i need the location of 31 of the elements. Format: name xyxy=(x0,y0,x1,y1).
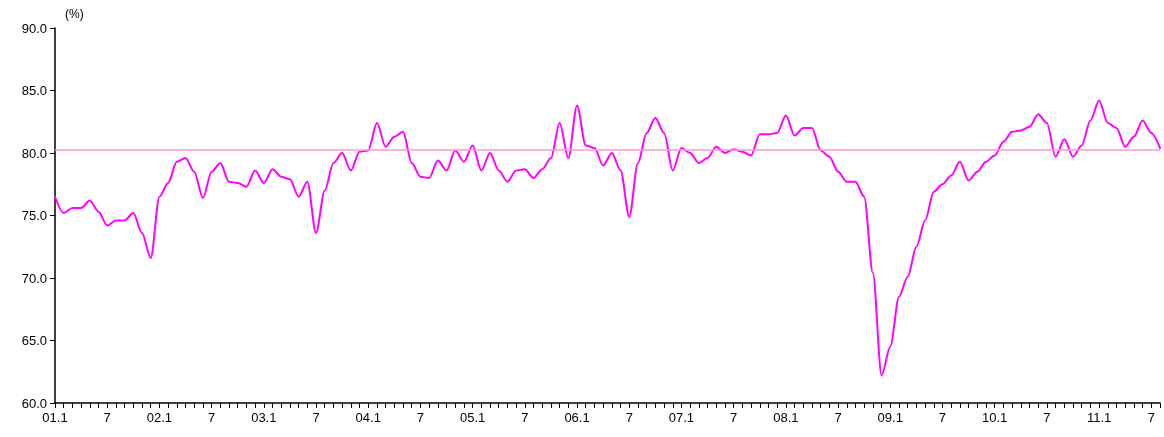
x-tick-label: 7 xyxy=(1043,410,1051,425)
x-tick-label: 09.1 xyxy=(877,410,903,425)
x-tick-label: 7 xyxy=(521,410,529,425)
y-tick-label: 80.0 xyxy=(21,145,47,161)
x-tick-label: 03.1 xyxy=(251,410,277,425)
x-tick-label: 04.1 xyxy=(355,410,381,425)
y-tick-label: 60.0 xyxy=(21,395,47,411)
x-tick-label: 7 xyxy=(625,410,633,425)
y-tick-label: 70.0 xyxy=(21,270,47,286)
x-tick-label: 11.1 xyxy=(1086,410,1112,425)
x-tick-label: 10.1 xyxy=(982,410,1008,425)
x-tick-label: 7 xyxy=(416,410,425,425)
y-tick-label: 90.0 xyxy=(21,20,47,36)
x-tick-label: 7 xyxy=(1147,410,1155,425)
x-tick-label: 7 xyxy=(103,410,111,425)
y-axis-title: (%) xyxy=(65,7,84,21)
x-tick-label: 7 xyxy=(938,410,947,425)
x-tick-label: 7 xyxy=(208,410,216,425)
x-tick-label: 7 xyxy=(312,410,320,425)
x-tick-label: 02.1 xyxy=(146,410,173,425)
y-tick-label: 75.0 xyxy=(21,208,47,223)
x-tick-label: 06.1 xyxy=(564,410,590,425)
line-series xyxy=(54,99,1161,377)
x-tick-label: 7 xyxy=(730,410,738,425)
x-tick-label: 05.1 xyxy=(459,410,486,425)
x-tick-label: 07.1 xyxy=(668,410,695,425)
y-tick-label: 65.0 xyxy=(21,333,47,348)
x-tick-label: 08.1 xyxy=(773,410,799,425)
y-tick-label: 85.0 xyxy=(21,83,47,98)
x-tick-label: 7 xyxy=(834,410,842,425)
x-tick-label: 01.1 xyxy=(42,410,68,425)
